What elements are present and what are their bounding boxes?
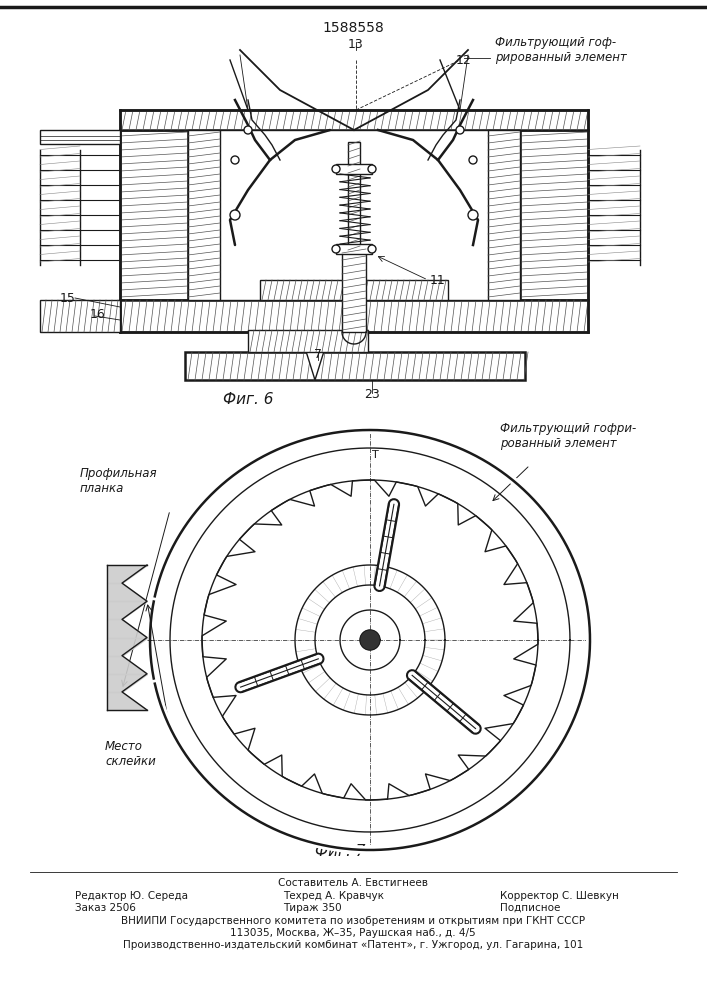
Text: Техред А. Кравчук: Техред А. Кравчук [283, 891, 384, 901]
Circle shape [368, 165, 376, 173]
Polygon shape [107, 619, 147, 638]
Circle shape [456, 126, 464, 134]
Polygon shape [107, 674, 147, 692]
Text: 13: 13 [348, 38, 364, 51]
Circle shape [360, 630, 380, 650]
Bar [40, 300, 120, 332]
Text: 16: 16 [90, 308, 106, 322]
Bar [120, 130, 188, 300]
Text: 15: 15 [60, 292, 76, 304]
Bar [336, 164, 372, 174]
Text: T: T [372, 450, 378, 460]
Text: 113035, Москва, Ж–35, Раушская наб., д. 4/5: 113035, Москва, Ж–35, Раушская наб., д. … [230, 928, 476, 938]
Text: Профильная
планка: Профильная планка [80, 467, 158, 495]
Bar [248, 330, 368, 352]
Circle shape [230, 210, 240, 220]
Text: Фиг. 6: Фиг. 6 [223, 392, 273, 408]
Circle shape [244, 126, 252, 134]
Text: 1588558: 1588558 [322, 21, 384, 35]
Bar [188, 130, 520, 300]
Polygon shape [107, 601, 147, 619]
Circle shape [332, 165, 340, 173]
Bar [120, 110, 588, 130]
Text: Подписное: Подписное [500, 903, 561, 913]
Polygon shape [300, 332, 330, 380]
Circle shape [469, 156, 477, 164]
Text: Фильтрующий гоф-
рированный элемент: Фильтрующий гоф- рированный элемент [495, 36, 626, 64]
Bar [336, 244, 372, 254]
Text: 23: 23 [364, 388, 380, 401]
Polygon shape [107, 692, 147, 710]
Bar [120, 300, 588, 332]
Text: Тираж 350: Тираж 350 [283, 903, 341, 913]
Text: Редактор Ю. Середа: Редактор Ю. Середа [75, 891, 188, 901]
Text: Место
склейки: Место склейки [105, 740, 156, 768]
Text: 7: 7 [314, 349, 322, 361]
Text: 11: 11 [430, 273, 445, 286]
Bar [520, 130, 588, 300]
Circle shape [368, 245, 376, 253]
Text: Заказ 2506: Заказ 2506 [75, 903, 136, 913]
Polygon shape [107, 583, 147, 601]
Bar [185, 352, 525, 380]
Text: Корректор С. Шевкун: Корректор С. Шевкун [500, 891, 619, 901]
Bar [260, 280, 448, 300]
Polygon shape [107, 656, 147, 674]
Polygon shape [107, 638, 147, 656]
Bar [488, 130, 520, 300]
Text: ВНИИПИ Государственного комитета по изобретениям и открытиям при ГКНТ СССР: ВНИИПИ Государственного комитета по изоб… [121, 916, 585, 926]
Circle shape [231, 156, 239, 164]
Circle shape [332, 245, 340, 253]
Bar [342, 252, 366, 332]
Bar [40, 130, 120, 144]
Bar [348, 142, 360, 252]
Bar [188, 130, 220, 300]
Text: Фиг. 7: Фиг. 7 [315, 844, 366, 859]
Text: Составитель А. Евстигнеев: Составитель А. Евстигнеев [278, 878, 428, 888]
Circle shape [468, 210, 478, 220]
Text: 12: 12 [456, 53, 472, 66]
Text: Фильтрующий гофри-
рованный элемент: Фильтрующий гофри- рованный элемент [500, 422, 636, 450]
Polygon shape [107, 565, 147, 583]
Text: Производственно-издательский комбинат «Патент», г. Ужгород, ул. Гагарина, 101: Производственно-издательский комбинат «П… [123, 940, 583, 950]
